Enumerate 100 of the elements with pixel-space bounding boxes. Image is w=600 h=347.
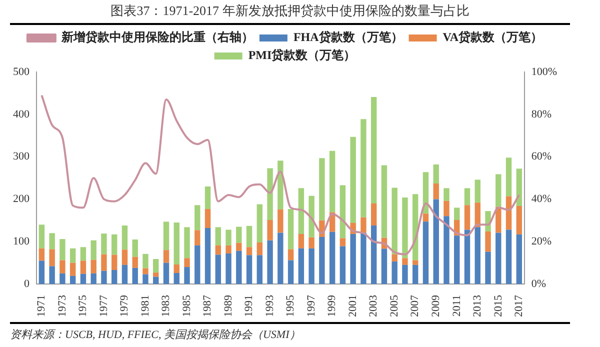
bar (381, 165, 388, 238)
legend-label: FHA贷款数（万笔） (293, 30, 403, 44)
x-tick-label: 2009 (430, 294, 442, 317)
bar (122, 264, 128, 284)
bar (70, 276, 76, 284)
bar (163, 262, 170, 284)
bar (142, 274, 148, 284)
bar (70, 248, 76, 263)
bar (506, 196, 512, 230)
x-tick-label: 1999 (326, 294, 338, 317)
y-tick-label: 0 (24, 278, 30, 290)
x-tick-label: 2005 (388, 294, 400, 317)
x-tick-label: 1997 (305, 294, 318, 317)
y2-tick-label: 20% (531, 235, 552, 248)
bar (319, 236, 325, 284)
bar (422, 214, 429, 222)
bar (163, 250, 170, 263)
x-tick-label: 1995 (284, 294, 297, 317)
x-tick-label: 1979 (118, 294, 131, 317)
bar (340, 185, 346, 238)
bar (80, 274, 86, 284)
bar (278, 209, 284, 233)
bar (444, 188, 450, 201)
bar (433, 199, 439, 284)
bar (132, 256, 138, 268)
bar (329, 232, 336, 284)
bar (70, 262, 76, 276)
x-tick-label: 1991 (243, 295, 256, 317)
bar (433, 184, 439, 200)
bar (60, 273, 66, 284)
bar (226, 245, 232, 254)
bar (80, 247, 86, 261)
bar (392, 262, 398, 284)
legend-label: PMI贷款数（万笔） (248, 48, 356, 62)
y2-tick-label: 0% (531, 278, 546, 290)
bar (402, 198, 408, 258)
bar (80, 260, 86, 274)
bar (485, 231, 491, 252)
legend-label: VA贷款数（万笔） (442, 30, 543, 44)
bar (38, 224, 45, 248)
bar (454, 236, 460, 284)
bar (236, 242, 242, 251)
bar (153, 276, 159, 284)
y-tick-label: 200 (13, 193, 30, 206)
bar (101, 254, 107, 271)
x-tick-label: 2007 (409, 294, 422, 317)
bar (226, 253, 232, 284)
bar (174, 222, 180, 264)
bar (464, 205, 470, 230)
bar (49, 249, 55, 266)
bar (370, 97, 377, 204)
bar (370, 203, 377, 226)
bar (153, 272, 159, 277)
bar (163, 222, 170, 250)
bar (267, 168, 273, 220)
bar (142, 268, 148, 274)
bar (153, 258, 159, 273)
bar (215, 245, 221, 255)
bar (474, 180, 480, 203)
bar (308, 196, 314, 238)
y2-tick-label: 100% (531, 66, 558, 78)
y-tick-label: 500 (13, 66, 30, 78)
bar (444, 216, 450, 284)
bar (215, 254, 221, 284)
bar (278, 232, 284, 284)
x-tick-label: 2001 (346, 295, 359, 317)
x-tick-label: 1987 (202, 294, 214, 317)
bar (142, 254, 148, 268)
bar (246, 247, 252, 256)
bar (288, 208, 294, 250)
y2-tick-label: 60% (531, 150, 552, 163)
bar (433, 164, 439, 184)
bar (412, 264, 418, 284)
y-tick-label: 400 (13, 108, 30, 120)
bar (267, 220, 273, 240)
bar (184, 267, 190, 284)
bar (256, 242, 263, 256)
bar (329, 150, 336, 212)
bar (444, 200, 450, 216)
bar (516, 206, 522, 234)
bar (204, 186, 211, 209)
bar (215, 227, 221, 246)
bar (412, 260, 418, 265)
x-tick-label: 1993 (264, 294, 276, 317)
bar (111, 270, 118, 284)
x-tick-label: 1973 (56, 294, 68, 317)
bar (194, 230, 200, 246)
bar (236, 250, 242, 284)
bar (90, 273, 96, 284)
bar (474, 227, 480, 284)
bar (402, 258, 408, 265)
bar (60, 260, 66, 274)
bar (340, 238, 346, 246)
bar (485, 252, 491, 284)
line-series (40, 94, 520, 256)
bar (319, 158, 325, 220)
bar (308, 237, 314, 248)
bar (174, 264, 180, 273)
bar (464, 188, 470, 206)
bar (246, 226, 252, 248)
